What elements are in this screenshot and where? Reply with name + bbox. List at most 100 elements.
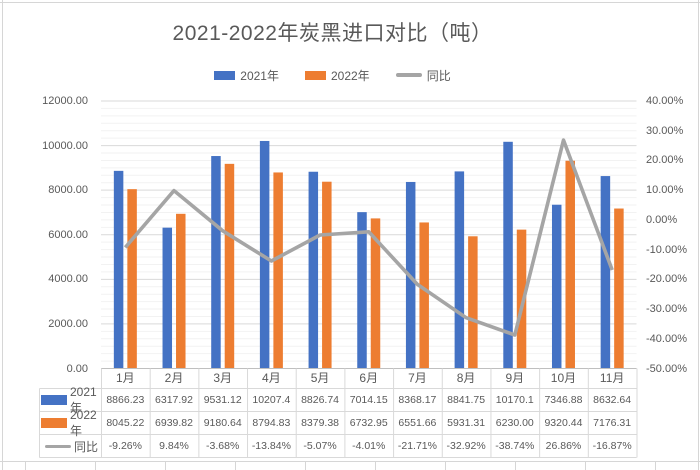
table-cell: 8826.74 xyxy=(301,394,340,406)
bar-2022年-5月 xyxy=(322,181,332,369)
sheet-column-tick xyxy=(165,461,166,470)
secondary-axis-tick: -10.00% xyxy=(646,243,687,256)
month-label: 6月 xyxy=(359,371,379,385)
table-cell: 6939.82 xyxy=(155,417,193,429)
table-cell: 26.86% xyxy=(545,440,582,452)
chart-legend: 2021年 2022年 同比 xyxy=(6,66,659,84)
sheet-column-tick xyxy=(375,461,376,470)
table-row-label: 同比 xyxy=(41,435,99,457)
secondary-axis-tick: 10.00% xyxy=(646,184,684,197)
table-cell: 8632.64 xyxy=(593,394,632,406)
primary-axis-tick: 0.00 xyxy=(66,362,88,375)
legend-key-bar xyxy=(41,395,67,405)
month-label: 9月 xyxy=(505,371,525,385)
bar-2022年-7月 xyxy=(419,222,429,369)
primary-axis-tick: 2000.00 xyxy=(48,317,88,330)
bar-2022年-3月 xyxy=(224,163,235,369)
sheet-column-tick xyxy=(585,461,586,470)
legend-key-line xyxy=(44,444,71,448)
table-cell: 8841.75 xyxy=(447,394,486,406)
secondary-axis-tick: 20.00% xyxy=(646,154,684,167)
table-cell: 10170.1 xyxy=(495,394,534,406)
bar-2022年-2月 xyxy=(176,213,186,369)
sheet-gridline-bottom xyxy=(0,461,700,462)
month-label: 2月 xyxy=(164,371,184,385)
secondary-axis-tick: 30.00% xyxy=(646,124,684,137)
secondary-axis-tick: -40.00% xyxy=(646,332,687,345)
table-cell: 7014.15 xyxy=(349,394,388,406)
table-cell: 8368.17 xyxy=(398,394,437,406)
bar-2022年-10月 xyxy=(565,160,575,369)
legend-bar-swatch xyxy=(304,70,326,80)
sheet-column-tick xyxy=(25,461,26,470)
table-cell: 9.84% xyxy=(159,440,189,452)
table-row-label: 2021年 xyxy=(41,385,99,415)
table-cell: -21.71% xyxy=(397,440,437,452)
table-cell: -9.26% xyxy=(108,440,142,452)
primary-axis-tick: 4000.00 xyxy=(48,273,88,286)
month-label: 1月 xyxy=(115,371,135,385)
legend-label: 同比 xyxy=(426,68,451,83)
yoy-line xyxy=(123,138,614,337)
sheet-column-tick xyxy=(95,461,96,470)
secondary-axis-tick: -50.00% xyxy=(646,362,687,375)
sheet-gridline-top xyxy=(0,2,700,3)
legend-item-2022年[interactable]: 2022年 xyxy=(304,67,370,84)
legend-line-swatch xyxy=(395,73,422,77)
bar-2021年-8月 xyxy=(454,171,465,369)
bar-2021年-10月 xyxy=(551,204,562,369)
sheet-column-tick xyxy=(515,461,516,470)
legend-label: 2022年 xyxy=(330,68,370,83)
table-cell: -3.68% xyxy=(206,440,240,452)
sheet-column-tick xyxy=(655,461,656,470)
table-cell: 6551.66 xyxy=(398,417,437,429)
bar-2021年-1月 xyxy=(113,170,124,369)
table-cell: 10207.4 xyxy=(252,394,291,406)
table-cell: 6230.00 xyxy=(495,417,534,429)
primary-axis-tick: 12000.00 xyxy=(42,95,88,107)
primary-axis-tick: 8000.00 xyxy=(48,184,88,197)
table-cell: 9531.12 xyxy=(203,394,242,406)
table-cell: 8045.22 xyxy=(106,417,145,429)
secondary-axis-tick: -30.00% xyxy=(646,303,687,316)
month-label: 5月 xyxy=(310,371,330,385)
row-label-text: 2021年 xyxy=(70,384,97,415)
sheet-column-tick xyxy=(235,461,236,470)
bar-2022年-11月 xyxy=(614,208,624,369)
table-row-label: 2022年 xyxy=(41,408,99,438)
bar-2022年-6月 xyxy=(370,218,381,369)
table-cell: 7176.31 xyxy=(593,417,632,429)
table-cell: 7346.88 xyxy=(544,394,583,406)
sheet-column-tick xyxy=(445,461,446,470)
bar-2021年-6月 xyxy=(357,212,367,369)
month-label: 10月 xyxy=(550,371,577,385)
secondary-axis-tick: 40.00% xyxy=(646,95,684,107)
table-cell: 6732.95 xyxy=(349,417,388,429)
legend-label: 2021年 xyxy=(240,68,279,83)
legend-bar-swatch xyxy=(214,70,236,80)
legend-item-2021年[interactable]: 2021年 xyxy=(214,67,279,84)
legend-item-同比[interactable]: 同比 xyxy=(395,67,451,84)
month-label: 11月 xyxy=(599,371,625,385)
bar-2022年-4月 xyxy=(273,172,283,369)
bar-2021年-2月 xyxy=(162,227,173,369)
sheet-gridline-left xyxy=(2,0,3,470)
legend-key-bar xyxy=(41,418,67,428)
bar-2021年-9月 xyxy=(503,141,513,369)
table-cell: 8866.23 xyxy=(106,394,145,406)
table-cell: 8379.38 xyxy=(301,417,340,429)
table-cell: -4.01% xyxy=(352,440,386,452)
table-cell: -13.84% xyxy=(251,440,291,452)
primary-axis-tick: 6000.00 xyxy=(48,228,88,241)
month-label: 8月 xyxy=(456,371,476,385)
table-cell: 6317.92 xyxy=(155,394,193,406)
row-label-text: 同比 xyxy=(73,439,98,454)
month-label: 7月 xyxy=(408,371,427,385)
chart-title: 2021-2022年炭黑进口对比（吨） xyxy=(172,22,493,45)
sheet-gridline-right xyxy=(698,0,699,470)
table-cell: -16.87% xyxy=(592,440,632,452)
table-cell: -32.92% xyxy=(446,440,486,452)
